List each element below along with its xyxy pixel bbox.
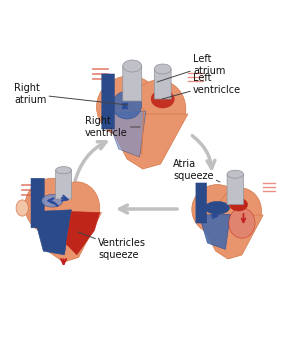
Ellipse shape — [56, 166, 71, 174]
Ellipse shape — [205, 202, 230, 214]
Text: Right
ventricle: Right ventricle — [85, 116, 140, 138]
Ellipse shape — [54, 182, 100, 234]
FancyBboxPatch shape — [102, 74, 114, 129]
Ellipse shape — [123, 60, 142, 72]
Ellipse shape — [97, 76, 162, 138]
Polygon shape — [106, 111, 146, 157]
Polygon shape — [66, 212, 100, 255]
FancyBboxPatch shape — [31, 178, 44, 228]
Ellipse shape — [230, 198, 247, 211]
Polygon shape — [31, 213, 101, 262]
Ellipse shape — [219, 188, 262, 234]
Ellipse shape — [192, 185, 243, 234]
Text: Ventricles
squeeze: Ventricles squeeze — [78, 232, 146, 260]
Ellipse shape — [112, 91, 142, 119]
Polygon shape — [199, 214, 230, 249]
Ellipse shape — [25, 178, 80, 234]
Text: Right
atrium: Right atrium — [14, 83, 128, 105]
Text: Atria
squeeze: Atria squeeze — [173, 159, 220, 182]
Polygon shape — [198, 215, 263, 259]
Ellipse shape — [151, 90, 174, 108]
Ellipse shape — [227, 170, 244, 178]
Polygon shape — [104, 114, 188, 169]
FancyBboxPatch shape — [154, 69, 171, 99]
Ellipse shape — [131, 80, 186, 138]
Polygon shape — [33, 210, 71, 255]
Text: Left
atrium: Left atrium — [157, 54, 225, 82]
FancyBboxPatch shape — [123, 66, 142, 101]
FancyBboxPatch shape — [196, 183, 207, 223]
Ellipse shape — [229, 208, 255, 238]
Ellipse shape — [16, 200, 28, 216]
FancyBboxPatch shape — [227, 174, 244, 205]
Ellipse shape — [154, 64, 171, 74]
Text: Left
ventriclce: Left ventriclce — [162, 73, 241, 99]
FancyBboxPatch shape — [56, 170, 71, 199]
Ellipse shape — [42, 194, 63, 207]
